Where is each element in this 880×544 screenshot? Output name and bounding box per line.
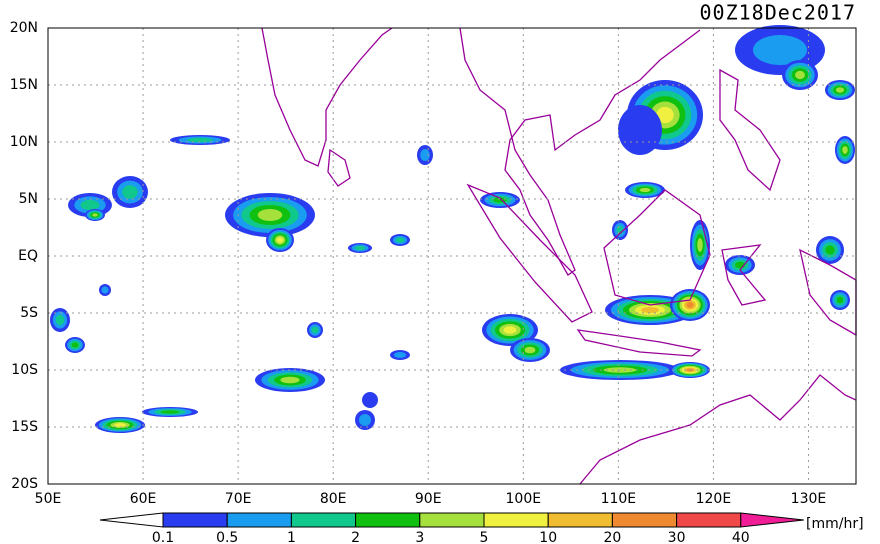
colorbar-label: 40 <box>732 530 750 544</box>
rain-cell <box>55 314 65 326</box>
colorbar-arrow-low <box>99 512 164 528</box>
coast-india <box>261 27 393 167</box>
rain-cell <box>362 392 378 408</box>
lon-label: 130E <box>791 491 827 507</box>
lon-label: 70E <box>225 491 252 507</box>
rain-cell <box>686 302 694 308</box>
colorbar-label: 0.1 <box>152 530 174 544</box>
rain-cell <box>187 137 213 143</box>
rain-cell <box>503 326 517 334</box>
lon-label: 110E <box>601 491 637 507</box>
lon-label: 50E <box>35 491 62 507</box>
lat-label: 15S <box>11 419 38 435</box>
colorbar-segment <box>419 512 485 528</box>
rain-cell <box>394 352 406 358</box>
rain-cell <box>122 185 138 199</box>
rain-cell <box>639 187 651 193</box>
lat-label: 5N <box>19 191 38 207</box>
rain-cell <box>276 237 284 243</box>
lat-label: 15N <box>10 77 38 93</box>
lon-label: 120E <box>696 491 732 507</box>
lon-label: 90E <box>415 491 442 507</box>
rain-cell <box>92 213 98 217</box>
coast-australia <box>579 374 857 485</box>
coast-sri-lanka <box>327 148 351 187</box>
lat-label: 10N <box>10 134 38 150</box>
rain-cell <box>114 423 126 427</box>
map-frame <box>47 27 857 485</box>
rain-cell <box>842 146 848 154</box>
colorbar-label: 2 <box>351 530 360 544</box>
lat-label: EQ <box>18 248 38 264</box>
rain-cell <box>835 87 845 93</box>
colorbar-unit: [mm/hr] <box>806 516 864 532</box>
rain-cell <box>280 376 300 384</box>
lon-label: 60E <box>130 491 157 507</box>
colorbar-label: 0.5 <box>216 530 238 544</box>
colorbar-segment <box>611 512 678 528</box>
map-title: 00Z18Dec2017 <box>700 1 857 25</box>
colorbar-label: 20 <box>603 530 621 544</box>
rain-cell <box>524 346 536 354</box>
lat-label: 5S <box>20 305 38 321</box>
lon-label: 80E <box>320 491 347 507</box>
colorbar-segment <box>547 512 613 528</box>
rain-cell <box>641 307 659 313</box>
rain-cell <box>80 199 100 211</box>
colorbar-label: 5 <box>480 530 489 544</box>
rain-cell <box>795 70 805 80</box>
rain-cell <box>618 105 662 155</box>
colorbar-label: 10 <box>539 530 557 544</box>
colorbar-segment <box>483 512 549 528</box>
colorbar-label: 30 <box>668 530 686 544</box>
rain-cell <box>395 237 405 243</box>
rain-cell <box>160 410 180 414</box>
lat-label: 20S <box>11 476 38 492</box>
lat-label: 10S <box>11 362 38 378</box>
colorbar-segment <box>226 512 292 528</box>
colorbar-segment <box>676 512 742 528</box>
rain-cell <box>836 296 844 304</box>
rain-cell <box>257 209 283 221</box>
colorbar-label: 1 <box>287 530 296 544</box>
coast-sulawesi <box>721 244 767 306</box>
coast-sumatra <box>466 183 593 323</box>
coast-philippines <box>719 68 781 192</box>
rain-cell <box>825 245 835 255</box>
rain-cell <box>420 149 430 161</box>
rain-cell <box>753 35 807 65</box>
colorbar-segment <box>290 512 357 528</box>
rain-cell <box>71 342 79 348</box>
rain-cell <box>354 245 366 251</box>
coast-java <box>576 329 702 357</box>
colorbar: 0.1 0.5 1 2 3 5 10 20 30 40 <box>99 512 804 544</box>
coast-indochina <box>459 27 701 276</box>
coast-borneo <box>603 189 711 306</box>
lon-label: 100E <box>506 491 542 507</box>
rain-cell <box>311 326 319 334</box>
lat-label: 20N <box>10 20 38 36</box>
colorbar-segment <box>355 512 421 528</box>
rain-cell <box>697 238 703 252</box>
rain-cell <box>101 286 109 294</box>
rain-cell <box>656 106 674 124</box>
coastlines <box>261 27 857 485</box>
rain-cell <box>359 414 371 426</box>
colorbar-arrow-high <box>740 512 804 528</box>
colorbar-label: 3 <box>415 530 424 544</box>
colorbar-segment <box>162 512 228 528</box>
